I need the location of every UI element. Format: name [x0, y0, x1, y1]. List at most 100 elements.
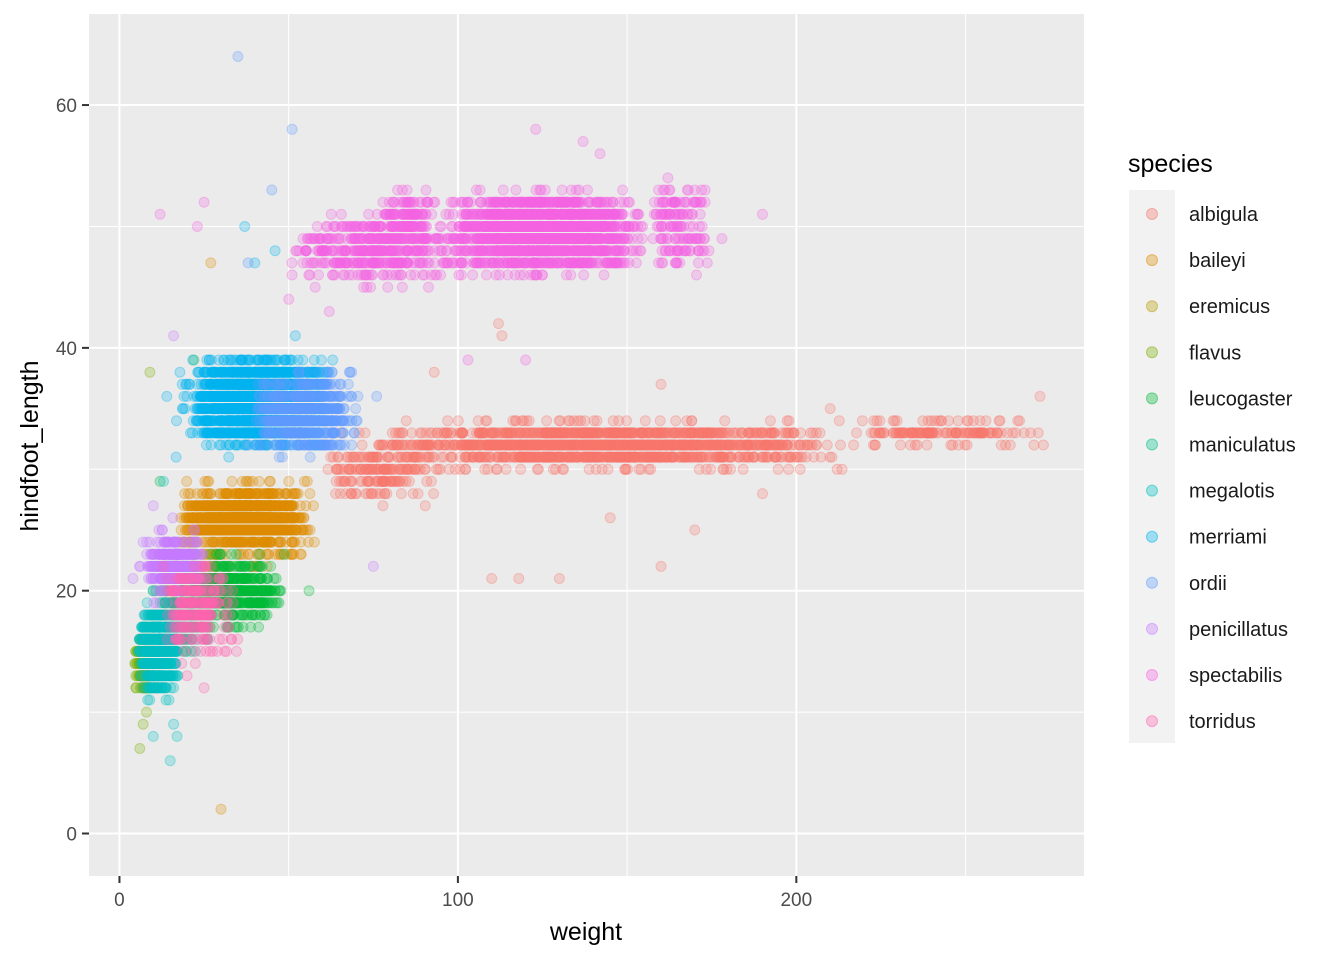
point-albigula [686, 451, 698, 463]
point-albigula [610, 439, 621, 451]
point-albigula [976, 427, 988, 439]
point-albigula [371, 475, 383, 487]
point-albigula [504, 451, 516, 463]
point-albigula [359, 427, 371, 439]
point-albigula [536, 439, 548, 451]
point-albigula [669, 439, 681, 451]
point-albigula [543, 439, 555, 451]
point-albigula [785, 427, 797, 439]
point-albigula [541, 427, 553, 439]
point-albigula [856, 415, 868, 427]
point-albigula [586, 439, 598, 451]
point-albigula [616, 451, 628, 463]
point-albigula [373, 439, 385, 451]
point-albigula [628, 439, 640, 451]
point-albigula [726, 451, 738, 463]
point-albigula [356, 439, 368, 451]
point-albigula [560, 451, 572, 463]
point-albigula [395, 488, 407, 500]
point-baileyi [245, 536, 257, 548]
point-albigula [457, 427, 469, 439]
point-albigula [526, 439, 538, 451]
point-albigula [627, 427, 639, 439]
point-albigula [660, 439, 672, 451]
point-albigula [531, 439, 543, 451]
point-flavus [134, 743, 146, 754]
point-albigula [542, 451, 554, 463]
point-albigula [635, 427, 647, 439]
point-albigula [715, 427, 727, 439]
point-albigula [482, 463, 494, 475]
point-albigula [655, 378, 667, 390]
point-albigula [428, 366, 440, 378]
point-albigula [630, 439, 642, 451]
point-albigula [611, 451, 623, 463]
point-albigula [764, 415, 776, 427]
point-baileyi [264, 524, 276, 536]
point-albigula [768, 427, 780, 439]
point-albigula [393, 439, 405, 451]
point-albigula [602, 439, 613, 451]
point-albigula [621, 415, 633, 427]
point-albigula [685, 427, 697, 439]
point-albigula [382, 463, 394, 475]
point-albigula [452, 415, 464, 427]
point-albigula [604, 512, 616, 524]
point-albigula [772, 439, 784, 451]
point-albigula [719, 415, 731, 427]
point-albigula [721, 439, 733, 451]
point-albigula [619, 427, 631, 439]
point-albigula [833, 415, 845, 427]
point-albigula [377, 500, 389, 512]
point-albigula [693, 463, 705, 475]
point-albigula [400, 475, 412, 487]
point-albigula [686, 415, 698, 427]
point-albigula [758, 439, 770, 451]
point-baileyi [283, 475, 295, 487]
point-albigula [507, 415, 519, 427]
point-albigula [581, 427, 593, 439]
point-albigula [605, 439, 617, 451]
point-baileyi [215, 803, 227, 815]
major-gridlines [89, 14, 1084, 876]
point-albigula [1034, 390, 1046, 402]
point-albigula [784, 451, 796, 463]
point-albigula [748, 427, 759, 439]
point-albigula [757, 488, 768, 500]
point-albigula [476, 427, 488, 439]
point-albigula [1014, 415, 1025, 427]
point-albigula [666, 439, 677, 451]
point-albigula [801, 439, 813, 451]
point-albigula [607, 415, 619, 427]
point-albigula [477, 427, 489, 439]
point-albigula [561, 451, 573, 463]
point-albigula [400, 463, 411, 475]
point-baileyi [203, 500, 215, 512]
point-albigula [618, 439, 630, 451]
point-albigula [584, 427, 596, 439]
point-baileyi [288, 548, 300, 560]
point-albigula [642, 427, 654, 439]
point-baileyi [252, 524, 264, 536]
point-albigula [922, 427, 934, 439]
point-leucogaster [253, 621, 265, 633]
point-albigula [484, 451, 496, 463]
point-albigula [493, 451, 505, 463]
point-albigula [557, 439, 569, 451]
point-albigula [775, 451, 786, 463]
point-albigula [895, 427, 907, 439]
point-albigula [782, 439, 794, 451]
point-albigula [673, 427, 685, 439]
point-albigula [541, 427, 553, 439]
point-baileyi [286, 536, 298, 548]
point-leucogaster [278, 548, 290, 560]
point-albigula [613, 439, 625, 451]
point-albigula [572, 439, 584, 451]
point-albigula [600, 427, 612, 439]
point-flavus [141, 706, 152, 718]
point-baileyi [285, 500, 297, 512]
point-albigula [428, 488, 440, 500]
point-albigula [756, 427, 768, 439]
point-albigula [400, 415, 412, 427]
point-albigula [499, 439, 511, 451]
